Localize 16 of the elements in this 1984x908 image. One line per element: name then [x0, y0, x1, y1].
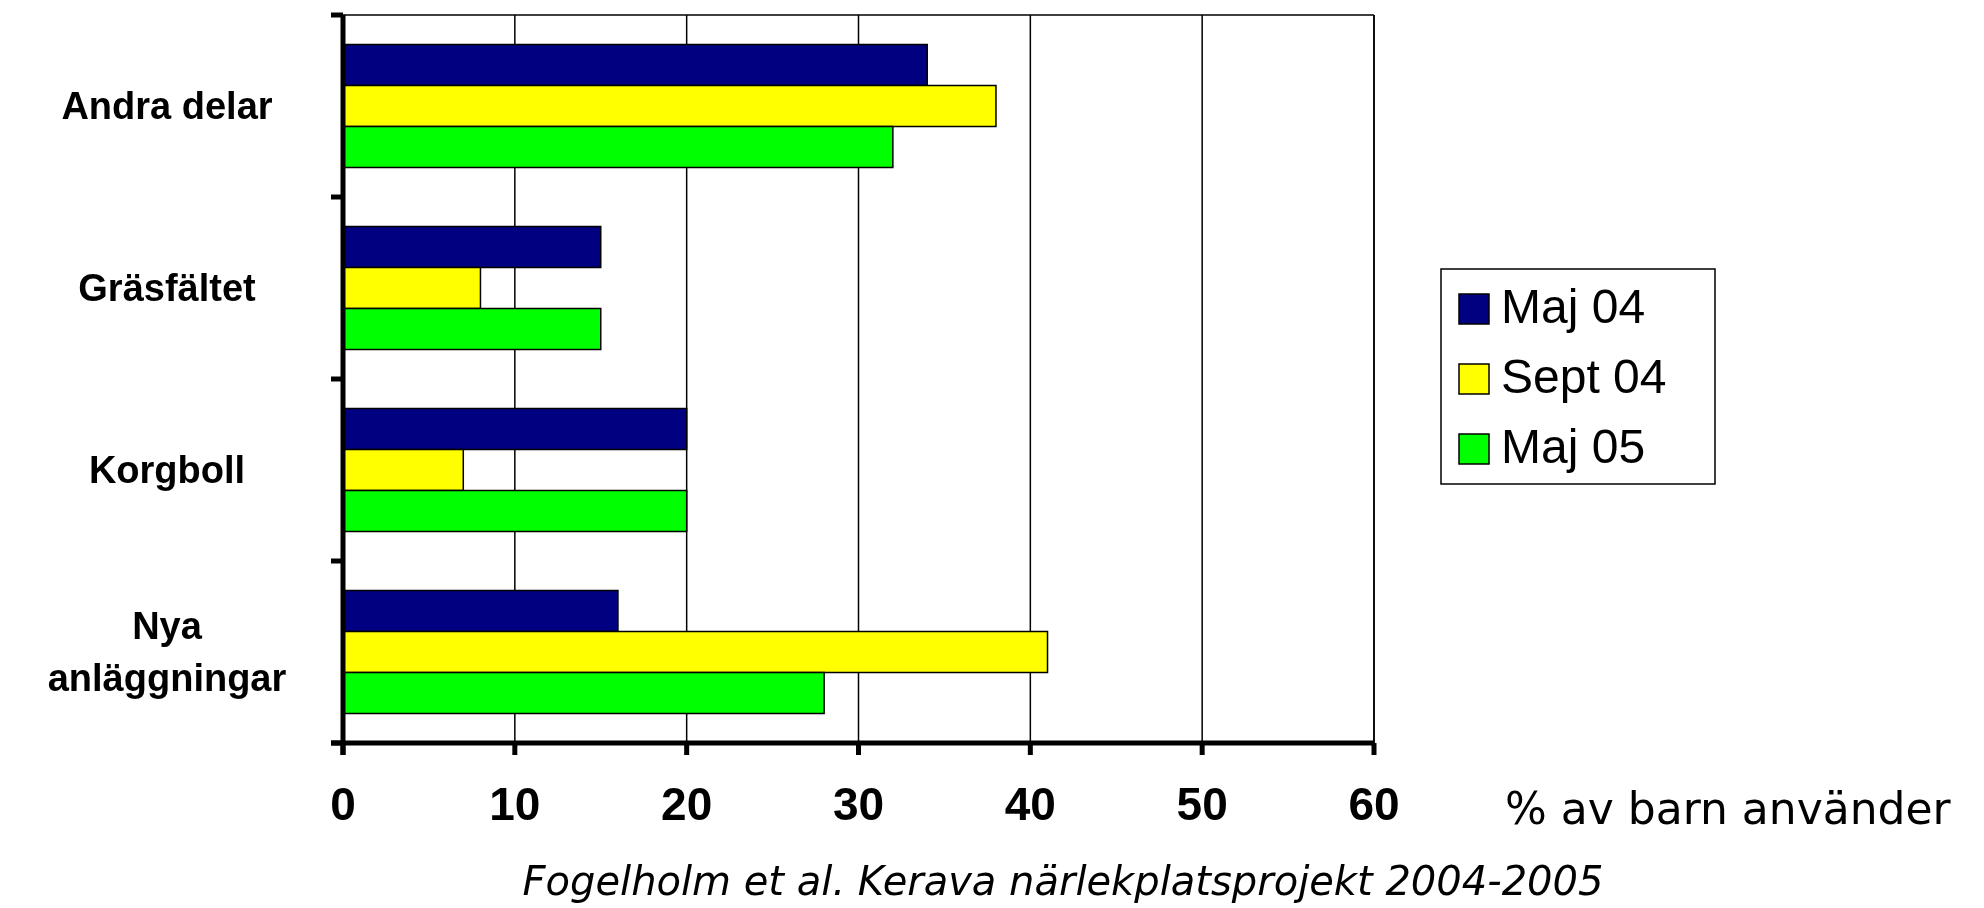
legend-label: Maj 04 [1501, 280, 1646, 333]
x-tick-label: 0 [330, 778, 356, 830]
y-tick-label: Korgboll [88, 449, 246, 491]
y-tick-label: Nya anläggningar [47, 605, 287, 699]
legend-label: Maj 05 [1501, 420, 1646, 473]
x-tick-label: 20 [661, 778, 713, 830]
x-tick-label: 10 [489, 778, 541, 830]
x-tick-label: 40 [1004, 778, 1056, 830]
x-tick-label: 30 [832, 778, 885, 830]
text: Fogelholm et al. Kerava närlekplatsprojekt 2004-2005 [522, 858, 1604, 904]
x-axis-title: % av barn använder [1505, 783, 1952, 834]
y-tick-label: Andra delar [61, 85, 273, 127]
x-tick-label: 60 [1348, 778, 1400, 830]
y-tick-label: Gräsfältet [78, 267, 257, 309]
x-tick-label: 50 [1176, 778, 1228, 830]
legend-label: Sept 04 [1501, 350, 1667, 403]
